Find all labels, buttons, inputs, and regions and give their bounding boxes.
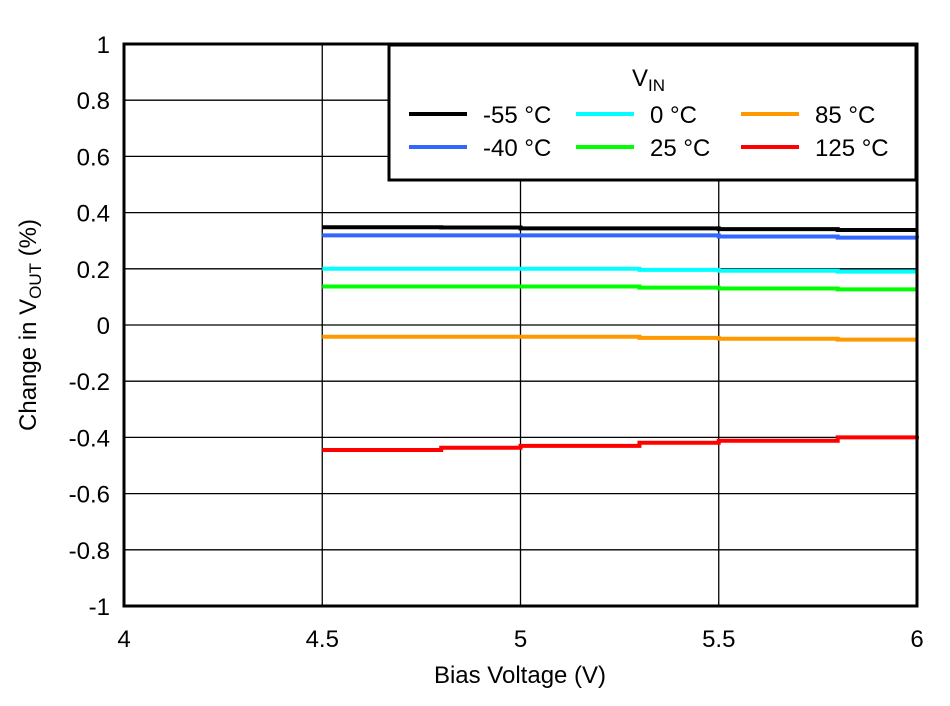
y-tick-label: -1 xyxy=(89,594,110,621)
series-line-5 xyxy=(322,435,919,453)
y-tick-label: -0.6 xyxy=(69,482,110,509)
x-tick-label: 5.5 xyxy=(702,626,735,653)
legend-label: 25 °C xyxy=(650,135,710,162)
legend-label: -40 °C xyxy=(483,135,551,162)
legend: VIN -55 °C -40 °C 0 °C 25 °C 85 °C 125 °C xyxy=(387,43,918,182)
series-line-1 xyxy=(322,233,919,240)
legend-label: 125 °C xyxy=(815,135,889,162)
y-tick-label: 0.4 xyxy=(77,201,110,228)
y-tick-label: -0.2 xyxy=(69,369,110,396)
x-axis-label: Bias Voltage (V) xyxy=(434,662,606,689)
legend-label: -55 °C xyxy=(483,102,551,129)
y-tick-label: -0.4 xyxy=(69,425,110,452)
x-tick-label: 6 xyxy=(910,626,923,653)
y-tick-label: -0.8 xyxy=(69,538,110,565)
x-tick-label: 4 xyxy=(117,626,130,653)
x-tick-label: 5 xyxy=(514,626,527,653)
legend-label: 85 °C xyxy=(815,102,875,129)
tick-labels: 4 4.5 5 5.5 6 1 0.8 0.6 0.4 0.2 0 -0.2 -0.4 -0.6 -0.8 -… xyxy=(69,32,924,653)
y-tick-label: 0.2 xyxy=(77,257,110,284)
series-line-2 xyxy=(322,266,917,274)
y-tick-label: 1 xyxy=(97,32,110,59)
y-axis-label: Change in VOUT (%) xyxy=(15,219,45,431)
y-tick-label: 0 xyxy=(97,313,110,340)
series-line-3 xyxy=(322,284,917,292)
legend-box xyxy=(387,43,918,182)
series-line-0 xyxy=(322,225,917,233)
y-tick-label: 0.6 xyxy=(77,144,110,171)
x-tick-label: 4.5 xyxy=(306,626,339,653)
series-line-4 xyxy=(322,334,917,342)
legend-title: VIN xyxy=(632,65,665,95)
series-lines xyxy=(322,225,919,453)
y-tick-label: 0.8 xyxy=(77,88,110,115)
legend-label: 0 °C xyxy=(650,102,697,129)
